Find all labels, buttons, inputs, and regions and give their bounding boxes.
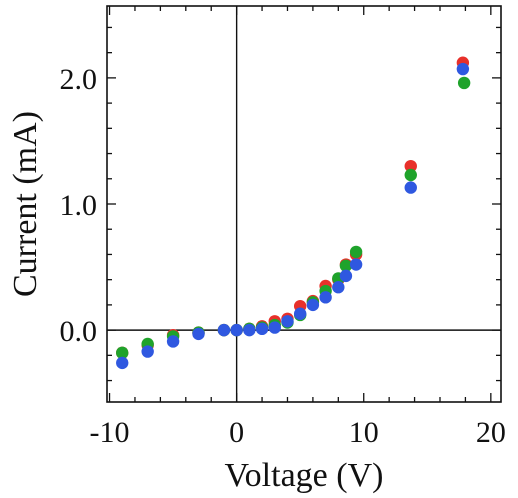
data-point-series-3 xyxy=(404,181,417,194)
x-tick-label: 10 xyxy=(349,416,379,449)
axis-ticks xyxy=(107,6,501,402)
data-point-series-3 xyxy=(319,291,332,304)
data-point-series-3 xyxy=(255,322,269,336)
data-point-series-3 xyxy=(293,307,307,320)
data-point-series-3 xyxy=(306,298,320,312)
data-point-series-3 xyxy=(268,321,281,334)
x-tick-label: -10 xyxy=(90,416,130,449)
x-tick-label: 20 xyxy=(476,416,506,449)
y-axis-title: Current (mA) xyxy=(7,111,44,297)
data-point-series-3 xyxy=(166,335,180,348)
plot-border xyxy=(106,5,502,403)
data-point-series-2 xyxy=(339,259,353,272)
data-point-series-3 xyxy=(217,323,231,337)
data-point-series-2 xyxy=(404,168,417,182)
data-point-series-3 xyxy=(456,62,470,76)
data-point-series-2 xyxy=(116,346,129,360)
data-points xyxy=(116,56,471,370)
data-point-series-3 xyxy=(192,327,205,341)
data-point-series-3 xyxy=(243,323,256,337)
plot-frame xyxy=(106,5,502,403)
y-tick-label: 1.0 xyxy=(60,189,98,222)
data-point-series-3 xyxy=(116,356,129,370)
data-point-series-1 xyxy=(404,159,417,173)
x-tick-label: 0 xyxy=(229,416,244,449)
y-tick-label: 2.0 xyxy=(60,63,98,96)
tick-labels: -10 0 10 20 0.0 1.0 2.0 xyxy=(60,63,506,449)
zero-lines xyxy=(107,6,501,402)
data-point-series-3 xyxy=(349,258,363,271)
data-point-series-3 xyxy=(230,323,243,337)
x-axis-title: Voltage (V) xyxy=(225,457,384,494)
data-point-series-2 xyxy=(349,245,363,259)
data-point-series-3 xyxy=(332,281,345,294)
data-point-series-2 xyxy=(457,76,471,90)
data-point-series-3 xyxy=(141,345,154,358)
data-point-series-3 xyxy=(339,269,353,283)
y-tick-label: 0.0 xyxy=(60,315,98,348)
data-point-series-3 xyxy=(281,315,294,328)
